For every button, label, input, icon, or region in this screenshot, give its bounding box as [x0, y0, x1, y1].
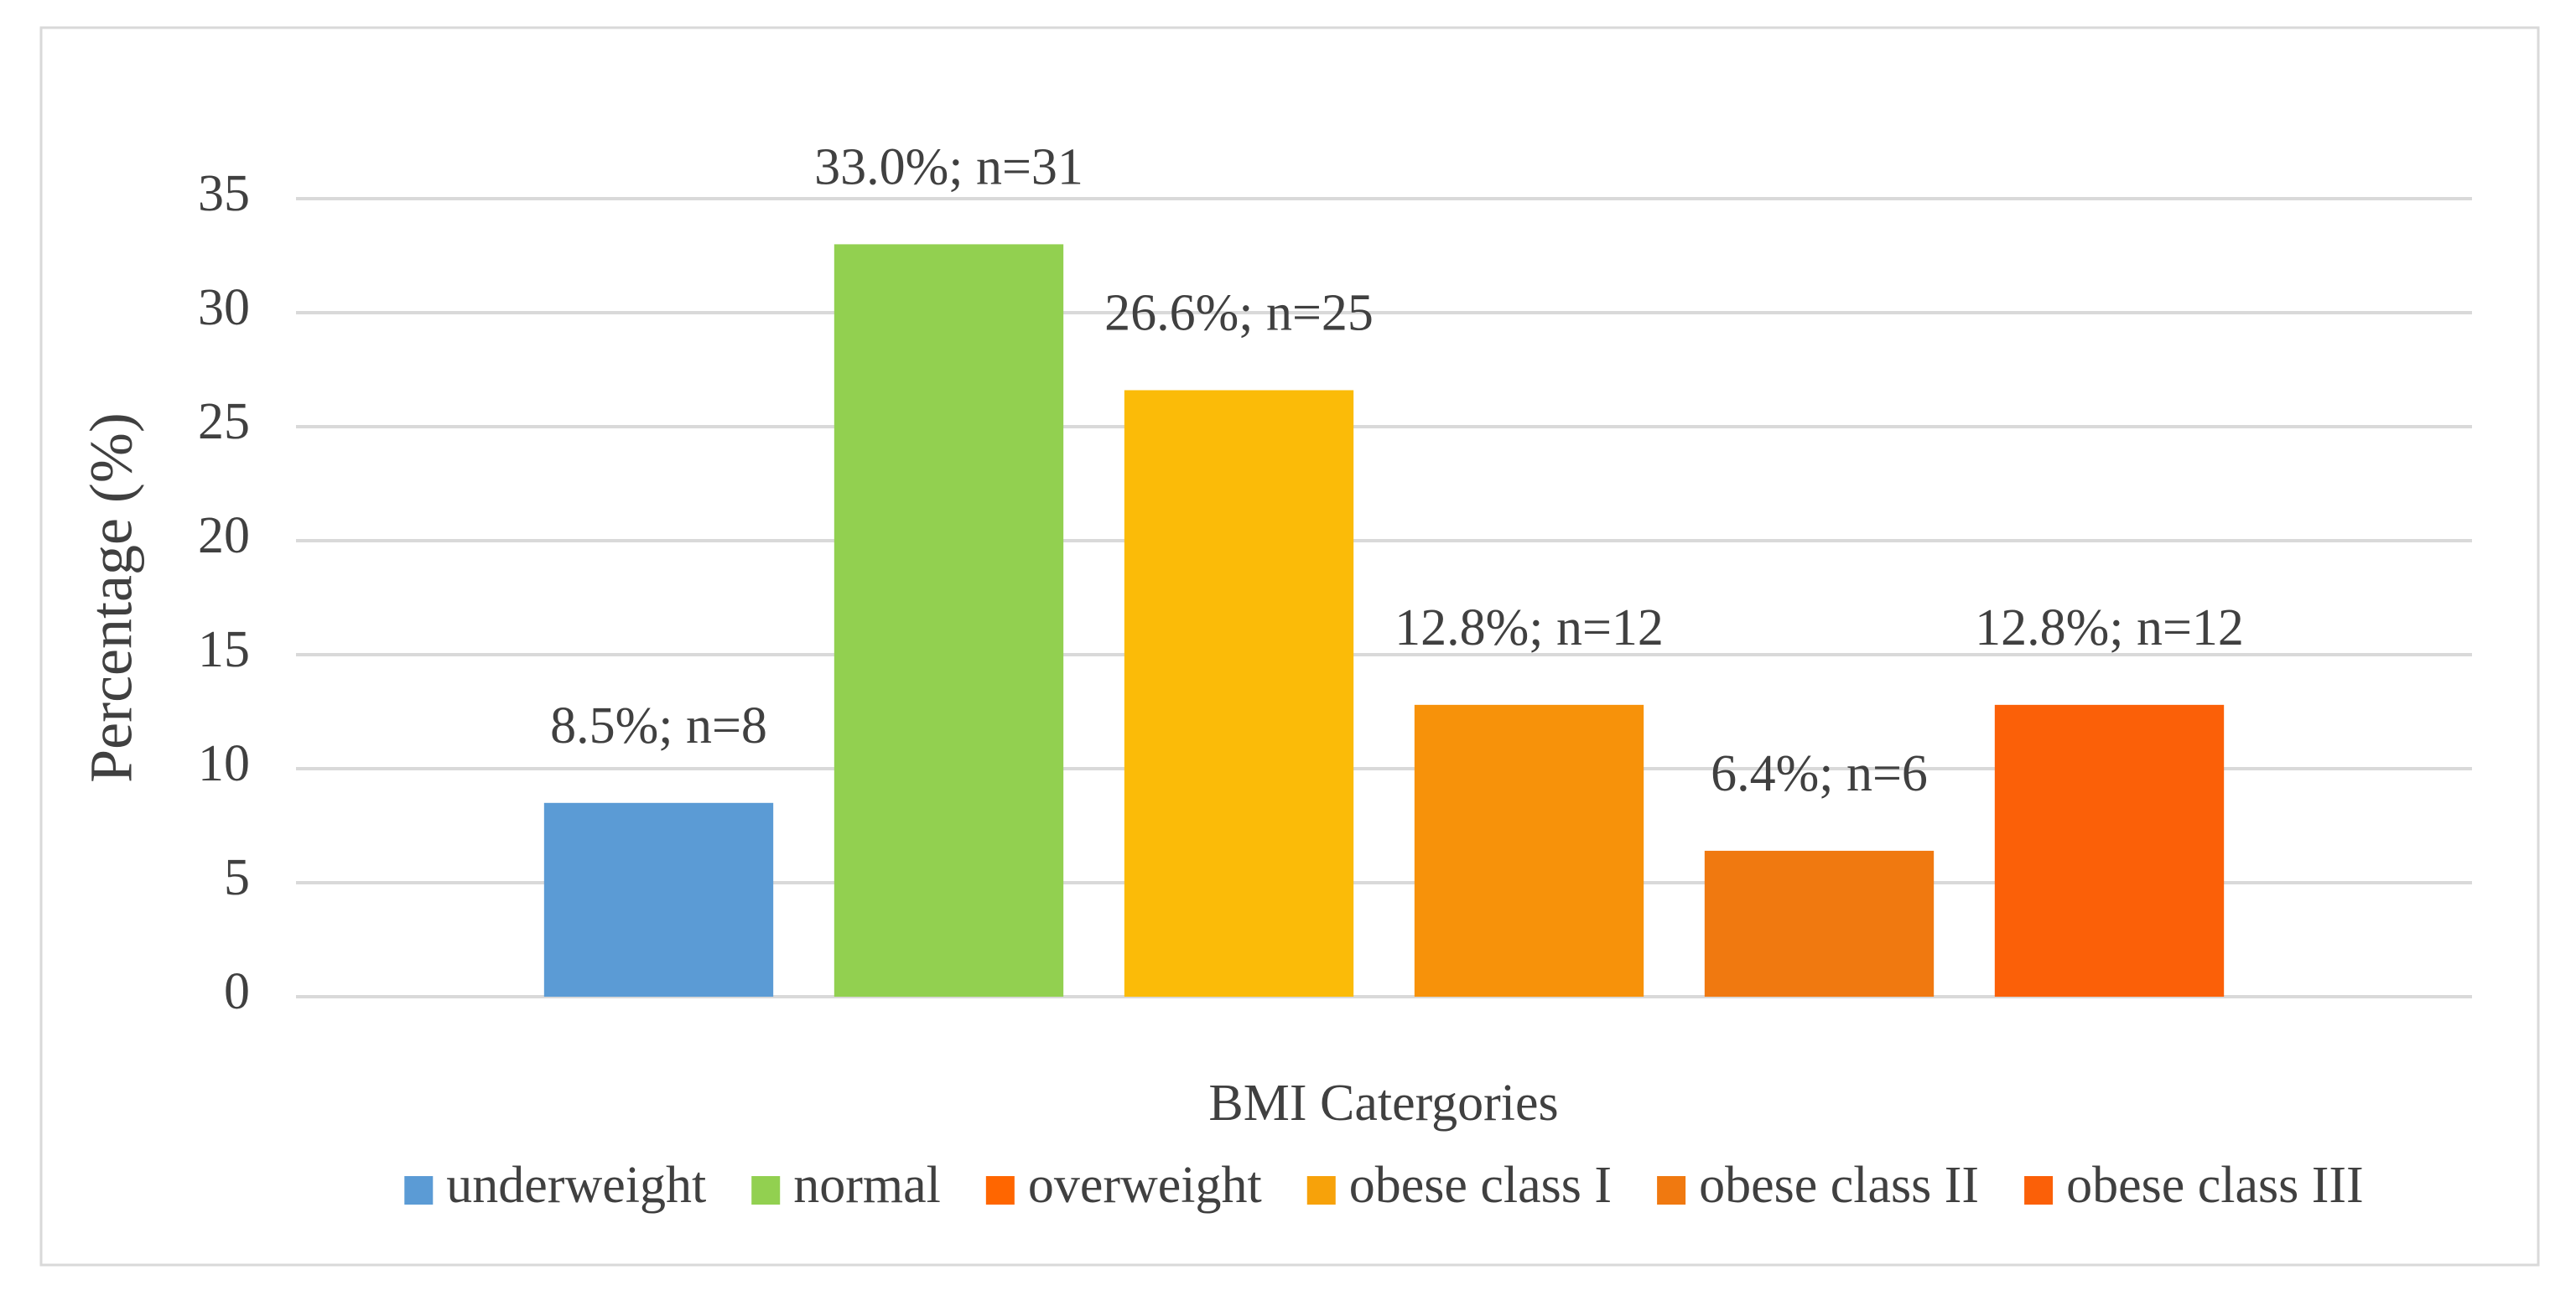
legend-label: obese class II: [1699, 1157, 1979, 1214]
legend-label: normal: [793, 1157, 941, 1214]
legend-swatch: [985, 1176, 1015, 1205]
y-tick-label: 35: [198, 165, 250, 222]
legend-swatch: [2024, 1176, 2054, 1205]
legend-label: obese class I: [1349, 1157, 1612, 1214]
legend-swatch: [404, 1176, 434, 1205]
bar: [1124, 390, 1354, 998]
legend-swatch: [1306, 1176, 1336, 1205]
value-label: 12.8%; n=12: [1975, 599, 2244, 656]
value-label: 8.5%; n=8: [550, 697, 767, 754]
y-tick-label: 20: [198, 507, 250, 564]
bar: [834, 244, 1064, 997]
bar: [1414, 704, 1644, 997]
x-axis-title: BMI Catergories: [1208, 1075, 1558, 1132]
bar: [1994, 704, 2225, 997]
value-label: 26.6%; n=25: [1104, 285, 1374, 342]
y-axis-title: Percentage (%): [78, 412, 145, 783]
legend-swatch: [1657, 1176, 1686, 1205]
y-tick-label: 10: [198, 735, 250, 792]
legend-swatch: [751, 1176, 781, 1205]
bar: [543, 802, 774, 997]
legend-label: underweight: [446, 1157, 706, 1214]
y-tick-label: 5: [224, 849, 250, 906]
legend-label: obese class III: [2066, 1157, 2364, 1214]
value-label: 6.4%; n=6: [1711, 745, 1928, 802]
y-tick-label: 0: [224, 963, 250, 1020]
y-tick-label: 30: [198, 279, 250, 336]
y-tick-label: 25: [198, 393, 250, 450]
value-label: 12.8%; n=12: [1394, 599, 1664, 656]
legend-label: overweight: [1028, 1157, 1262, 1214]
y-tick-label: 15: [198, 621, 250, 678]
bar: [1704, 850, 1935, 997]
value-label: 33.0%; n=31: [814, 139, 1083, 196]
